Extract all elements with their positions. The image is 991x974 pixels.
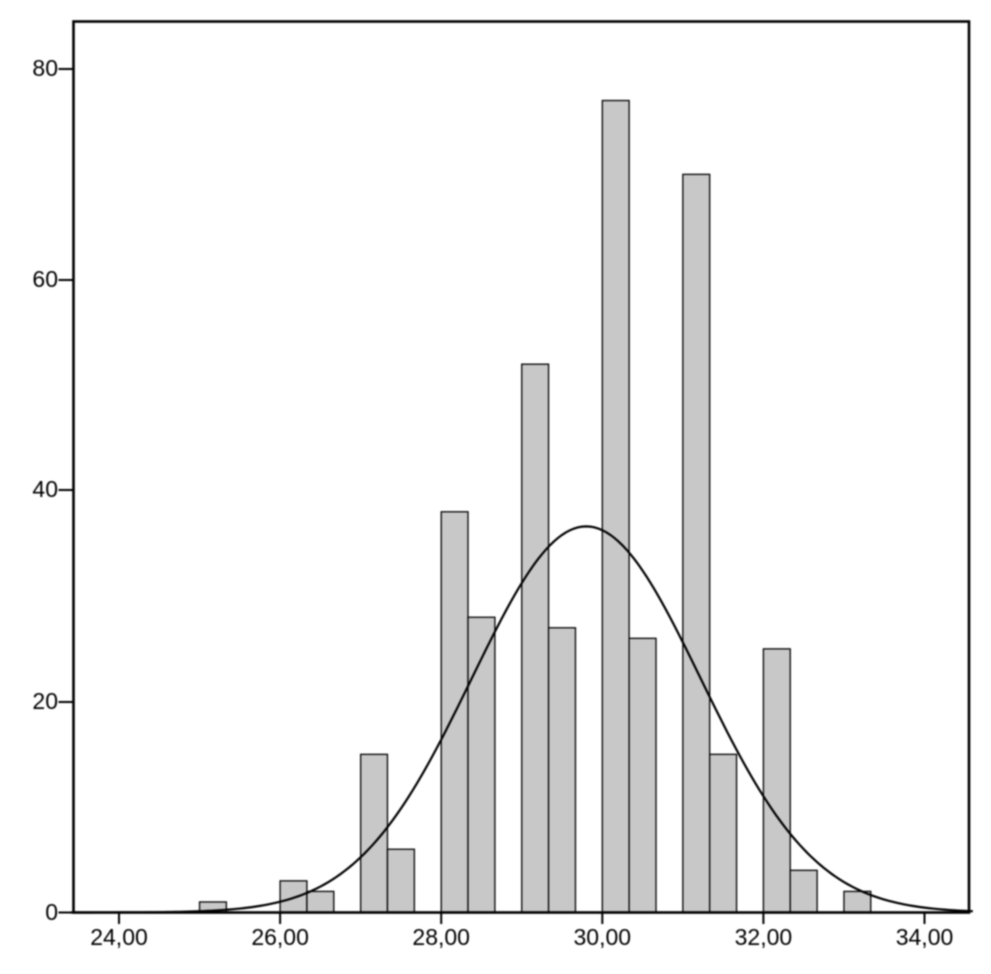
svg-text:0: 0 (45, 899, 58, 925)
svg-text:26,00: 26,00 (251, 924, 309, 950)
svg-text:28,00: 28,00 (412, 924, 470, 950)
svg-text:80: 80 (32, 55, 58, 81)
svg-text:34,00: 34,00 (896, 924, 954, 950)
svg-text:24,00: 24,00 (90, 924, 148, 950)
svg-text:20: 20 (32, 688, 58, 714)
svg-text:40: 40 (32, 476, 58, 502)
svg-text:32,00: 32,00 (735, 924, 793, 950)
svg-text:30,00: 30,00 (574, 924, 632, 950)
svg-text:60: 60 (32, 266, 58, 292)
